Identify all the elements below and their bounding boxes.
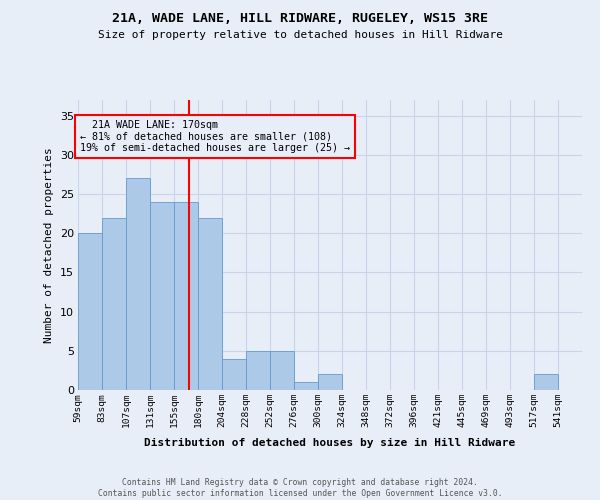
- Bar: [294, 382, 318, 390]
- Text: 21A, WADE LANE, HILL RIDWARE, RUGELEY, WS15 3RE: 21A, WADE LANE, HILL RIDWARE, RUGELEY, W…: [112, 12, 488, 26]
- Bar: [534, 374, 558, 390]
- Text: Contains HM Land Registry data © Crown copyright and database right 2024.
Contai: Contains HM Land Registry data © Crown c…: [98, 478, 502, 498]
- Text: Distribution of detached houses by size in Hill Ridware: Distribution of detached houses by size …: [145, 438, 515, 448]
- Bar: [78, 233, 102, 390]
- Bar: [150, 202, 174, 390]
- Bar: [318, 374, 342, 390]
- Bar: [102, 218, 126, 390]
- Bar: [198, 218, 222, 390]
- Bar: [126, 178, 150, 390]
- Y-axis label: Number of detached properties: Number of detached properties: [44, 147, 54, 343]
- Bar: [246, 351, 270, 390]
- Bar: [270, 351, 294, 390]
- Text: Size of property relative to detached houses in Hill Ridware: Size of property relative to detached ho…: [97, 30, 503, 40]
- Bar: [174, 202, 198, 390]
- Text: 21A WADE LANE: 170sqm  
← 81% of detached houses are smaller (108)
19% of semi-d: 21A WADE LANE: 170sqm ← 81% of detached …: [80, 120, 350, 153]
- Bar: [222, 358, 246, 390]
